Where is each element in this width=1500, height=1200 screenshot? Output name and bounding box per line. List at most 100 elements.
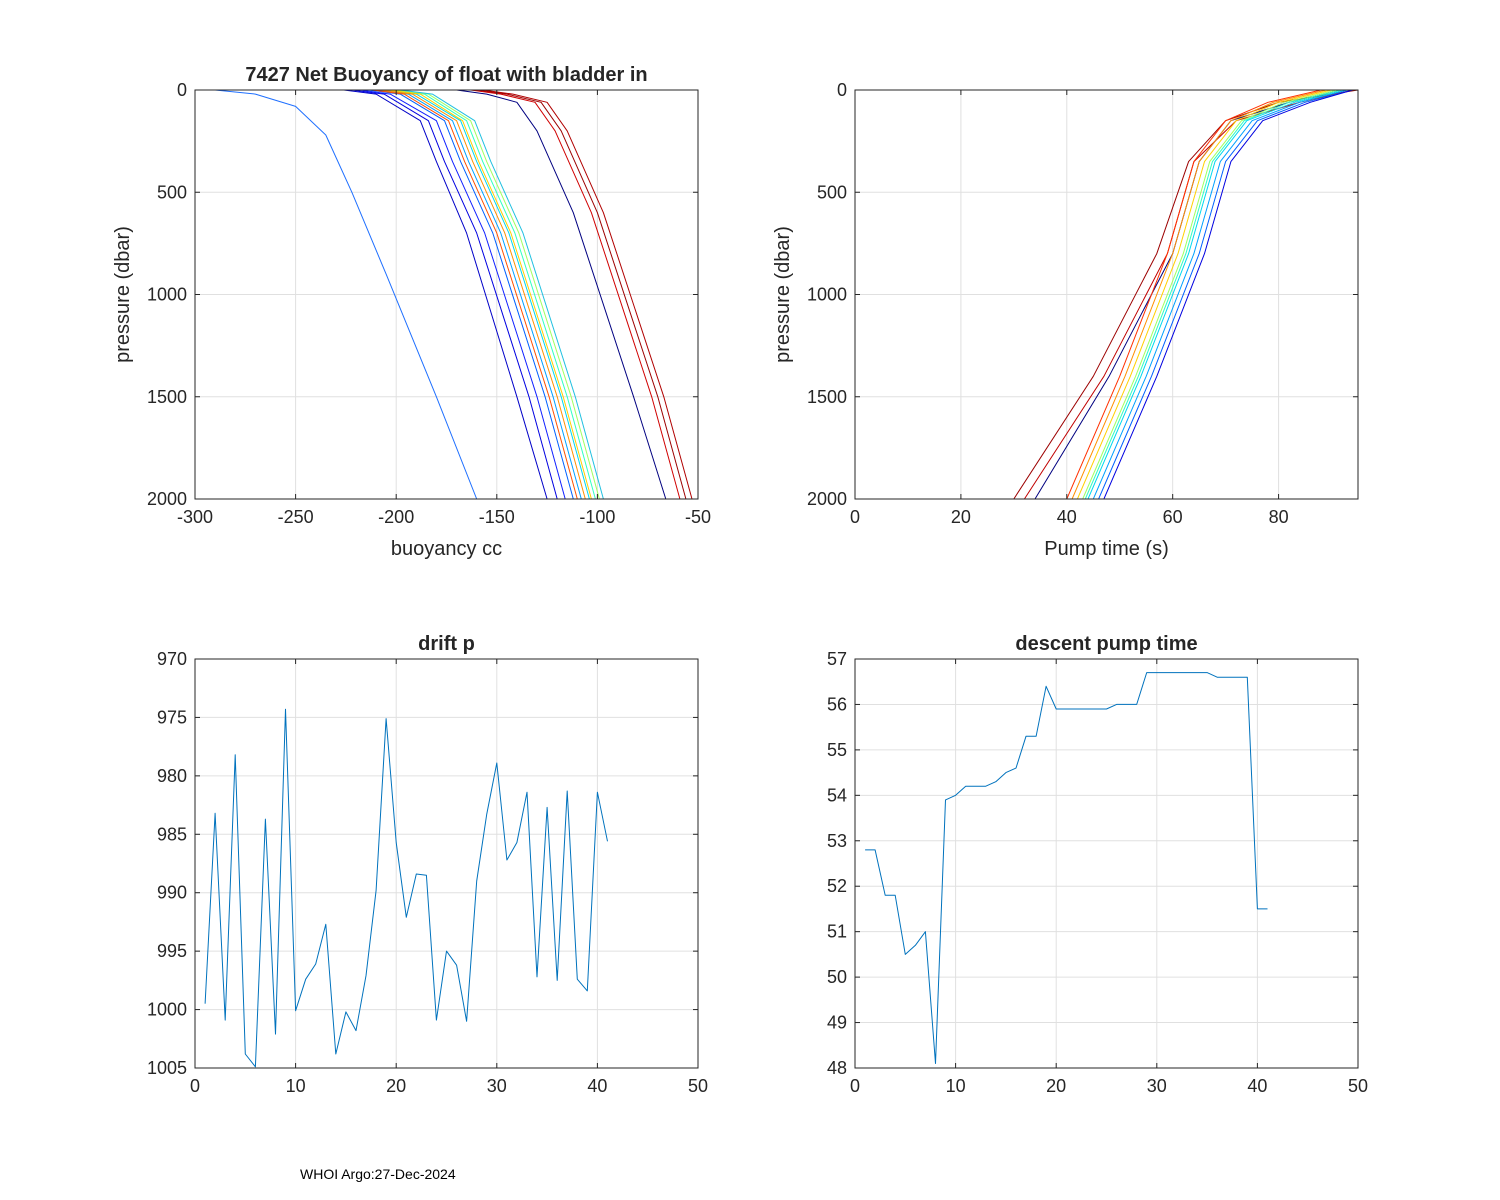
series-line <box>400 90 604 499</box>
x-axis-label: buoyancy cc <box>391 538 502 560</box>
x-tick-label: -50 <box>685 507 711 527</box>
chart-title: descent pump time <box>1015 633 1197 655</box>
axes-box <box>854 658 1359 1069</box>
y-tick-label: 0 <box>837 80 847 100</box>
chart-title: drift p <box>418 633 475 655</box>
x-tick-label: 10 <box>286 1076 306 1096</box>
series-line <box>476 90 687 499</box>
y-tick-label: 1000 <box>147 1000 187 1020</box>
series-line <box>1098 90 1353 499</box>
y-tick-label: 50 <box>827 967 847 987</box>
y-tick-label: 1500 <box>807 387 847 407</box>
series-line <box>1084 90 1343 499</box>
series-line <box>204 708 608 1068</box>
y-tick-label: 51 <box>827 922 847 942</box>
series-line <box>384 90 590 499</box>
series-line <box>359 90 566 499</box>
y-tick-label: 2000 <box>147 489 187 509</box>
series-group <box>204 708 608 1068</box>
x-tick-label: 0 <box>850 1076 860 1096</box>
series-line <box>1066 90 1322 499</box>
chart-title: 7427 Net Buoyancy of float with bladder … <box>245 64 647 86</box>
y-tick-label: 53 <box>827 831 847 851</box>
chart-descentpump: 0 10 20 30 40 50 48 49 50 51 52 53 54 55 56 57 descent p… <box>827 633 1368 1096</box>
y-tick-label: 1500 <box>147 387 187 407</box>
y-tick-label: 52 <box>827 876 847 896</box>
x-tick-label: 20 <box>951 507 971 527</box>
y-tick-label: 970 <box>157 649 187 669</box>
series-group <box>865 672 1268 1064</box>
x-tick-label: 50 <box>1348 1076 1368 1096</box>
y-tick-label: 1000 <box>147 285 187 305</box>
x-tick-label: 40 <box>1057 507 1077 527</box>
x-tick-label: 40 <box>587 1076 607 1096</box>
series-line <box>1082 90 1337 499</box>
x-tick-label: 80 <box>1269 507 1289 527</box>
chart-buoyancy: -300 -250 -200 -150 -100 -50 0 500 1000 1500 2000 7… <box>112 64 711 560</box>
series-line <box>392 90 596 499</box>
y-tick-label: 995 <box>157 941 187 961</box>
y-axis-label: pressure (dbar) <box>772 226 794 363</box>
axes-box <box>194 658 699 1069</box>
y-tick-label: 980 <box>157 766 187 786</box>
series-line <box>1071 90 1327 499</box>
y-tick-label: 500 <box>157 182 187 202</box>
y-tick-label: 1005 <box>147 1058 187 1078</box>
plot-area <box>855 659 1358 1068</box>
chart-pumptime: 0 20 40 60 80 0 500 1000 1500 2000 Pump time (s) pr… <box>772 80 1359 560</box>
y-tick-label: 1000 <box>807 285 847 305</box>
y-tick-label: 49 <box>827 1013 847 1033</box>
y-tick-label: 48 <box>827 1058 847 1078</box>
x-tick-label: 20 <box>1046 1076 1066 1096</box>
x-tick-label: 0 <box>850 507 860 527</box>
footer-stamp: WHOI Argo:27-Dec-2024 <box>300 1166 456 1182</box>
plot-area <box>195 659 698 1068</box>
series-line <box>215 90 478 499</box>
x-tick-label: 60 <box>1163 507 1183 527</box>
x-tick-label: 10 <box>946 1076 966 1096</box>
x-tick-label: 20 <box>386 1076 406 1096</box>
y-tick-label: 55 <box>827 740 847 760</box>
series-group <box>215 90 693 499</box>
x-tick-label: -200 <box>378 507 414 527</box>
series-line <box>396 90 600 499</box>
series-line <box>482 90 693 499</box>
x-tick-label: -150 <box>479 507 515 527</box>
series-group <box>1013 90 1358 499</box>
x-tick-label: 0 <box>190 1076 200 1096</box>
x-tick-label: 30 <box>487 1076 507 1096</box>
y-tick-label: 0 <box>177 80 187 100</box>
series-line <box>1092 90 1348 499</box>
x-tick-label: -250 <box>278 507 314 527</box>
y-tick-label: 56 <box>827 694 847 714</box>
x-axis-label: Pump time (s) <box>1044 538 1168 560</box>
series-line <box>351 90 558 499</box>
series-line <box>470 90 681 499</box>
y-tick-label: 985 <box>157 824 187 844</box>
y-tick-label: 975 <box>157 707 187 727</box>
series-line <box>1087 90 1348 499</box>
series-line <box>865 672 1268 1064</box>
series-line <box>1103 90 1353 499</box>
y-tick-label: 2000 <box>807 489 847 509</box>
series-line <box>1076 90 1332 499</box>
series-line <box>343 90 548 499</box>
x-tick-label: 40 <box>1247 1076 1267 1096</box>
x-tick-label: -300 <box>177 507 213 527</box>
y-tick-label: 990 <box>157 883 187 903</box>
y-tick-label: 500 <box>817 182 847 202</box>
x-tick-label: -100 <box>579 507 615 527</box>
y-tick-label: 54 <box>827 785 847 805</box>
x-tick-label: 50 <box>688 1076 708 1096</box>
series-line <box>372 90 578 499</box>
series-line <box>456 90 667 499</box>
y-tick-label: 57 <box>827 649 847 669</box>
series-line <box>380 90 586 499</box>
y-axis-label: pressure (dbar) <box>112 226 134 363</box>
chart-driftp: 0 10 20 30 40 50 970 975 980 985 990 995 1000 1005 dri… <box>147 633 708 1096</box>
series-line <box>367 90 574 499</box>
series-line <box>376 90 582 499</box>
x-tick-label: 30 <box>1147 1076 1167 1096</box>
series-line <box>388 90 592 499</box>
